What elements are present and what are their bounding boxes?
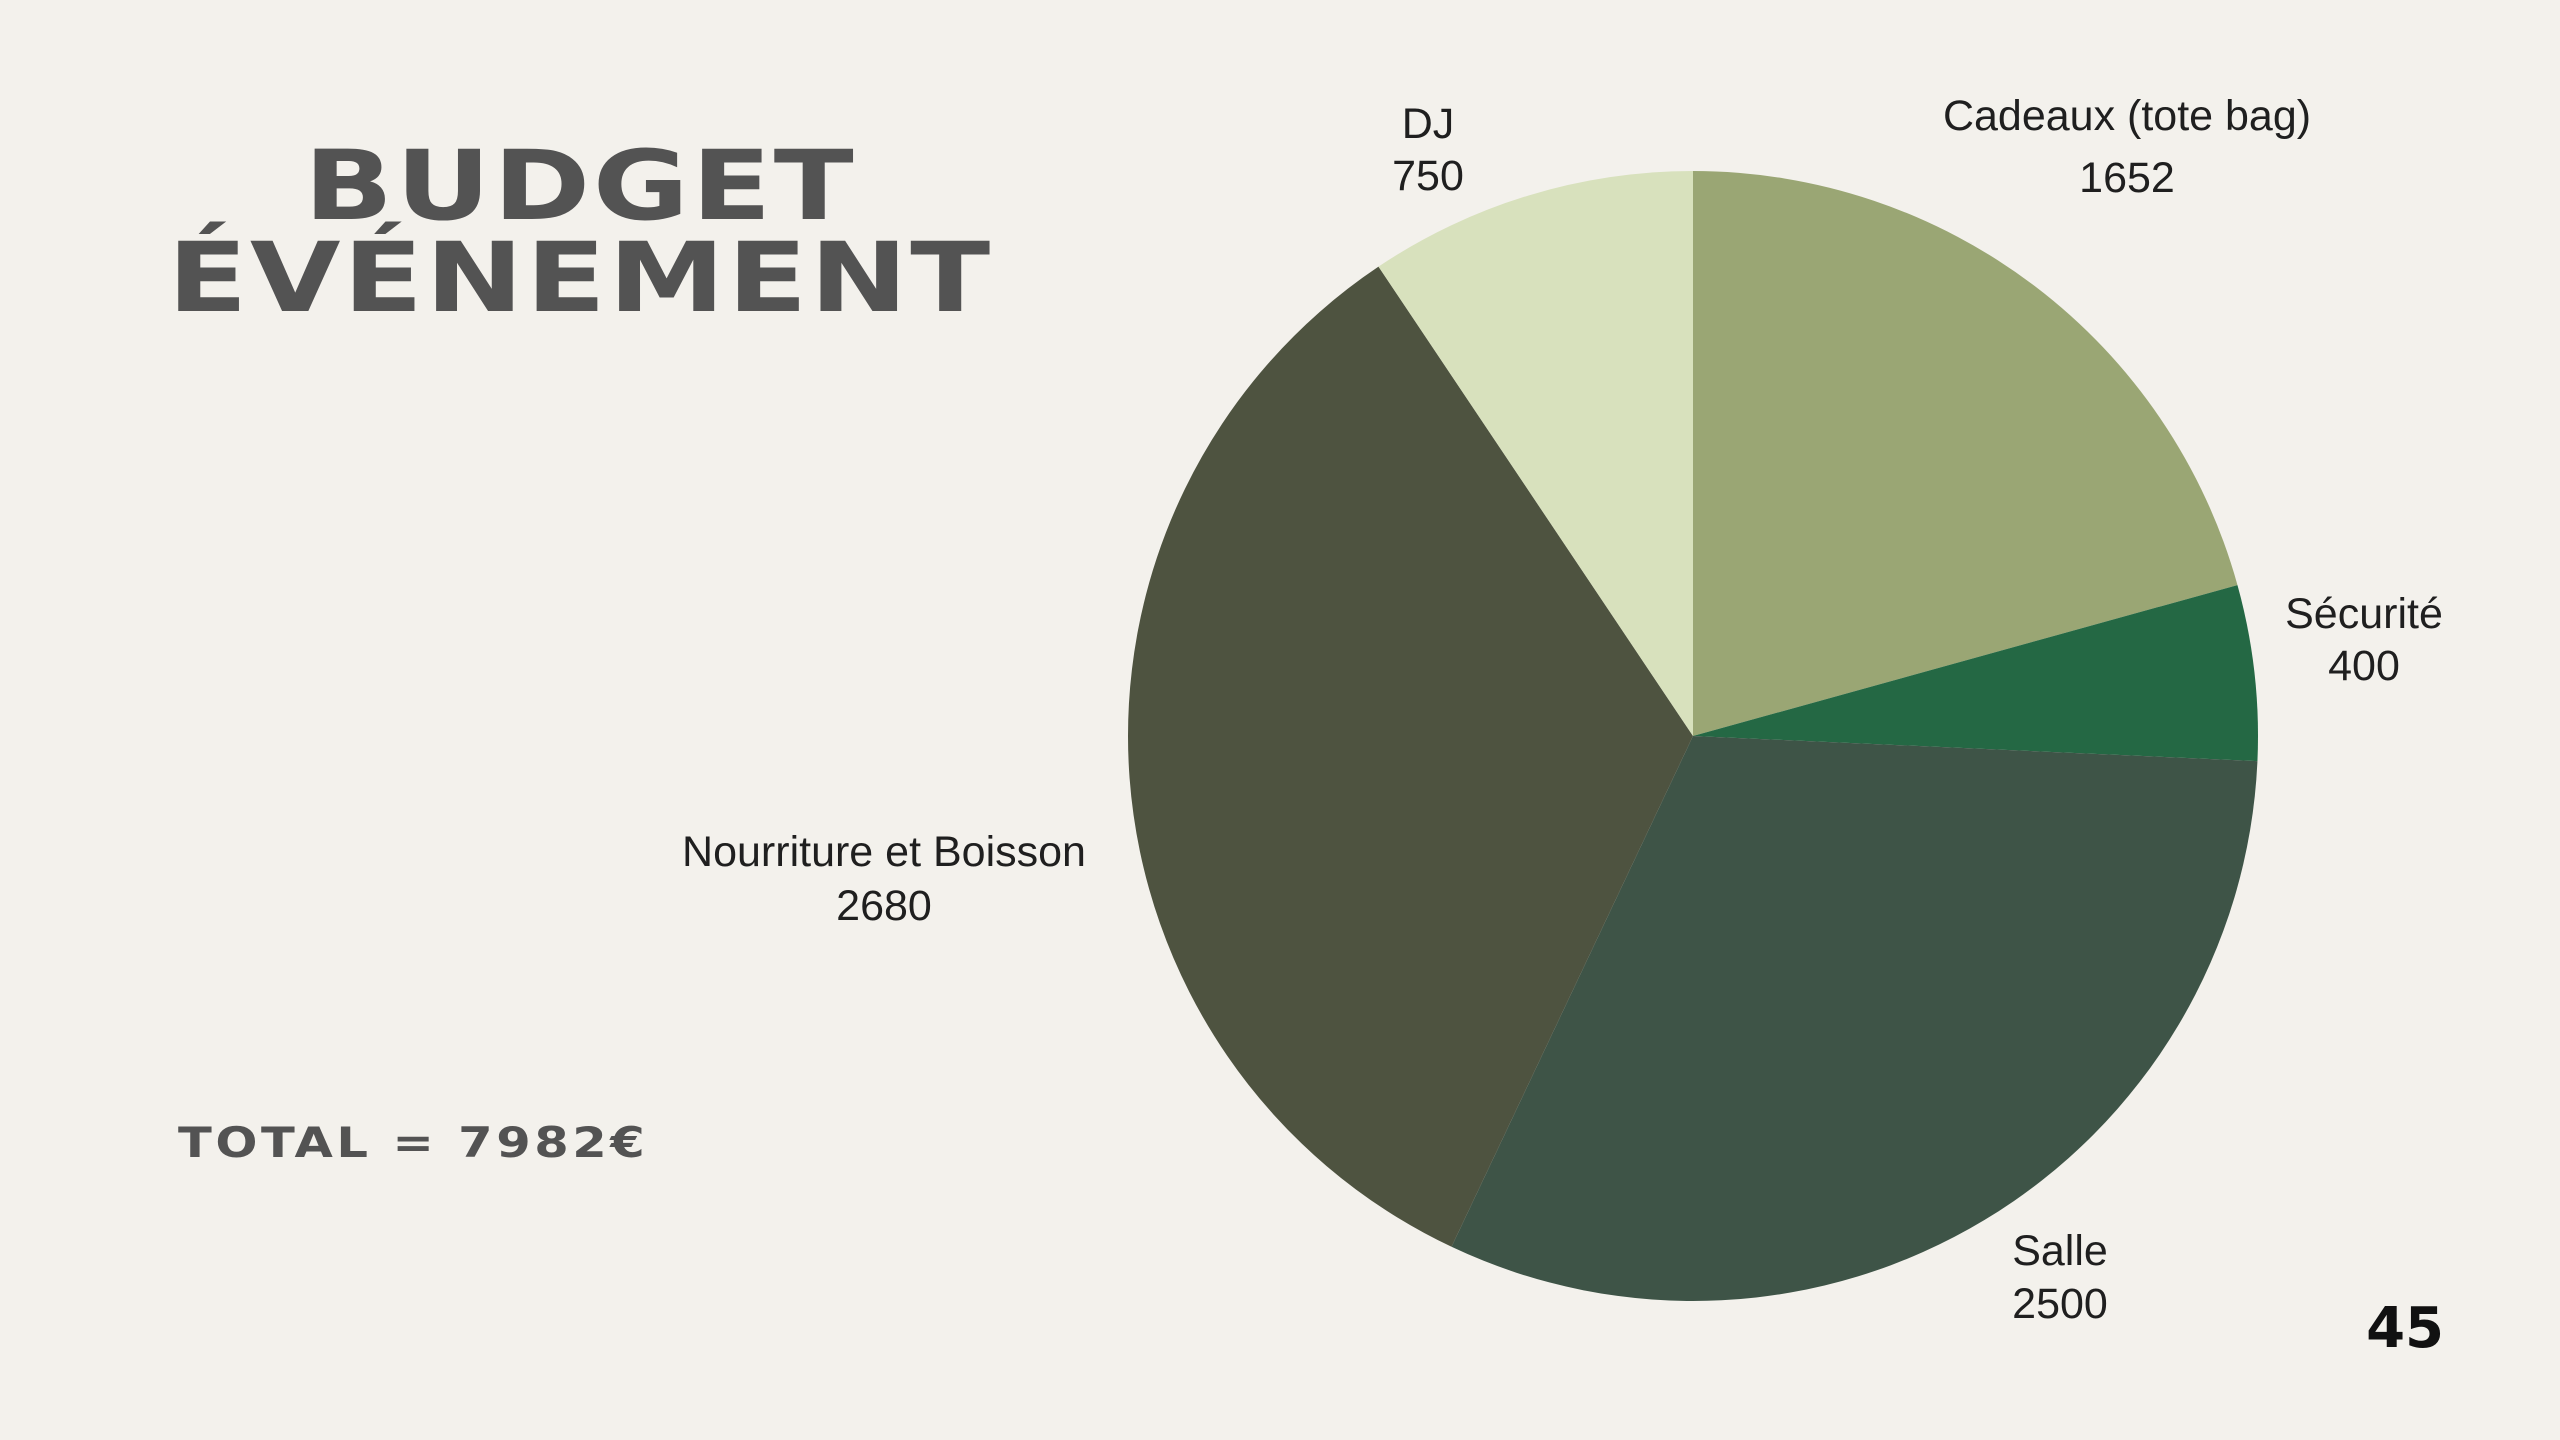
- slice-value: 1652: [2079, 154, 2175, 202]
- slice-label: Sécurité: [2285, 590, 2443, 638]
- slice-value: 750: [1392, 152, 1464, 200]
- slice-value: 2500: [2012, 1280, 2108, 1328]
- budget-total: TOTAL = 7982€: [178, 1118, 649, 1167]
- slice-label: Cadeaux (tote bag): [1943, 92, 2311, 140]
- pie-slice: [1451, 736, 2258, 1301]
- slice-label: Nourriture et Boisson: [682, 828, 1086, 876]
- pie-slice: [1693, 585, 2258, 762]
- slice-label: DJ: [1402, 100, 1455, 148]
- title-line-2: ÉVÉNEMENT: [167, 222, 993, 334]
- slice-label: Salle: [2012, 1227, 2108, 1275]
- page-number: 45: [2366, 1296, 2444, 1361]
- title-line-1: BUDGET: [303, 130, 857, 242]
- pie-slice: [1128, 266, 1693, 1247]
- slice-value: 400: [2328, 642, 2400, 690]
- slice-value: 2680: [836, 882, 932, 930]
- pie-slices: [1128, 171, 2258, 1301]
- pie-slice: [1378, 171, 1693, 736]
- slide-title: BUDGET ÉVÉNEMENT: [55, 130, 1104, 334]
- pie-slice: [1693, 171, 2238, 736]
